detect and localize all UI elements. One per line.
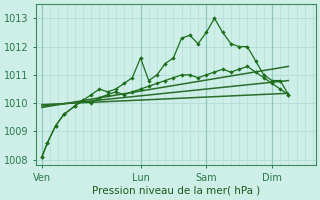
X-axis label: Pression niveau de la mer( hPa ): Pression niveau de la mer( hPa ) [92, 186, 260, 196]
